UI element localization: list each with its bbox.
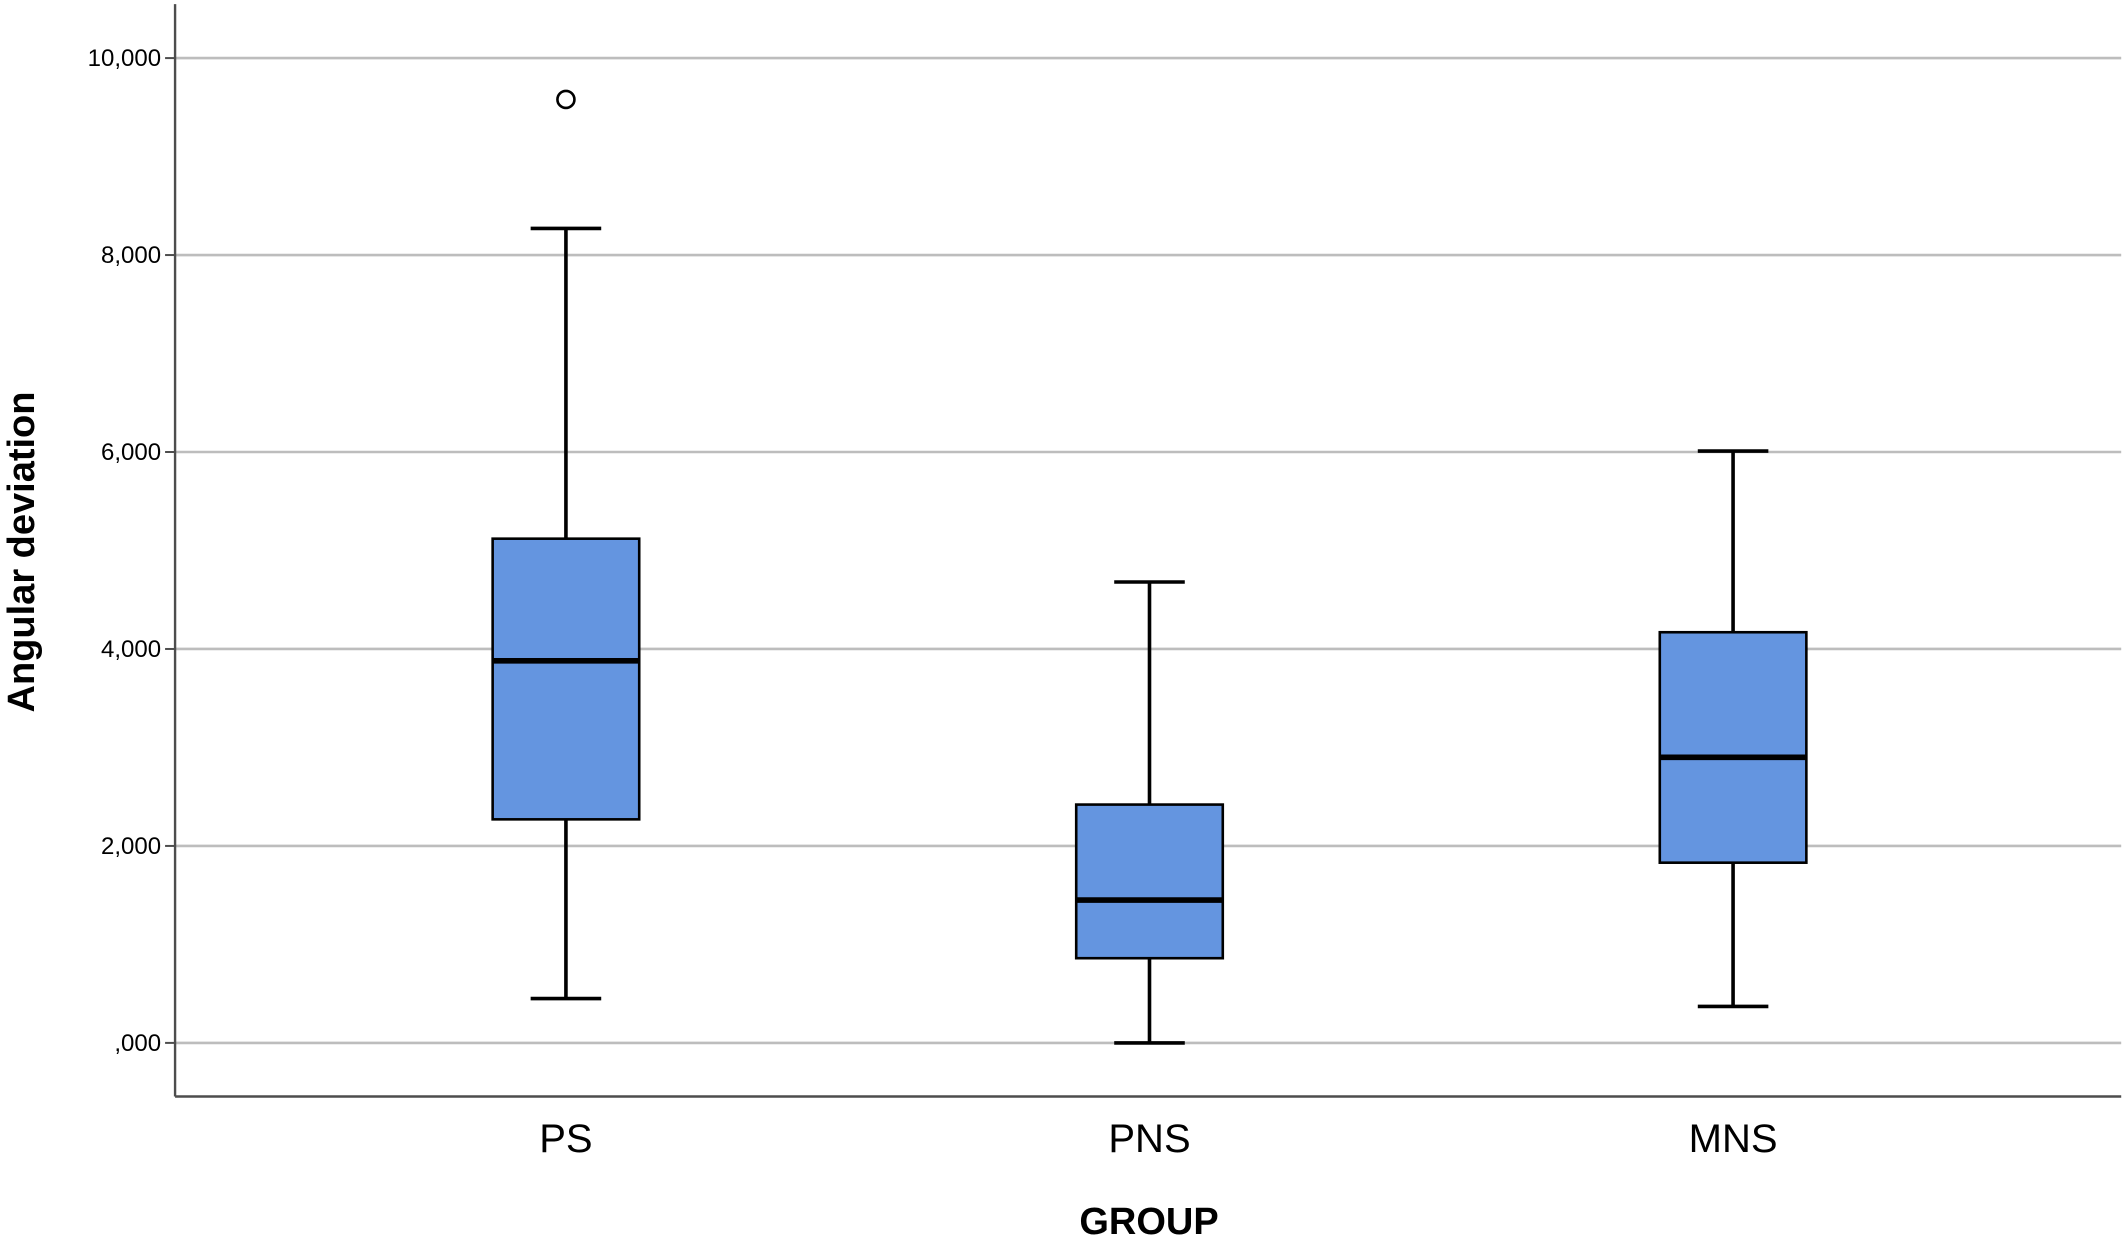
y-tick-label: 4,000	[101, 636, 161, 663]
category-labels: PS PNS MNS	[539, 1117, 1777, 1161]
y-tick-label: 6,000	[101, 439, 161, 466]
iqr-box	[1658, 630, 1808, 864]
category-label-pns: PNS	[1108, 1117, 1190, 1161]
boxes	[491, 89, 1808, 1045]
y-tick-label: 2,000	[101, 833, 161, 860]
y-axis-title: Angular deviation	[1, 392, 43, 713]
iqr-box	[1074, 803, 1225, 960]
category-label-mns: MNS	[1689, 1117, 1778, 1161]
box-ps	[491, 89, 641, 1001]
axes	[173, 4, 2122, 1098]
box-pns	[1074, 580, 1225, 1045]
outlier-point	[556, 89, 576, 110]
x-axis-title: GROUP	[1079, 1201, 1218, 1239]
y-tick-label: 8,000	[101, 242, 161, 269]
y-tick-labels: ,000 2,000 4,000 6,000 8,000 10,000	[88, 45, 161, 1057]
y-tick-label: 10,000	[88, 45, 161, 72]
y-tick-label: ,000	[114, 1030, 161, 1057]
category-label-ps: PS	[539, 1117, 592, 1161]
box-mns	[1658, 449, 1808, 1009]
iqr-box	[491, 537, 641, 821]
